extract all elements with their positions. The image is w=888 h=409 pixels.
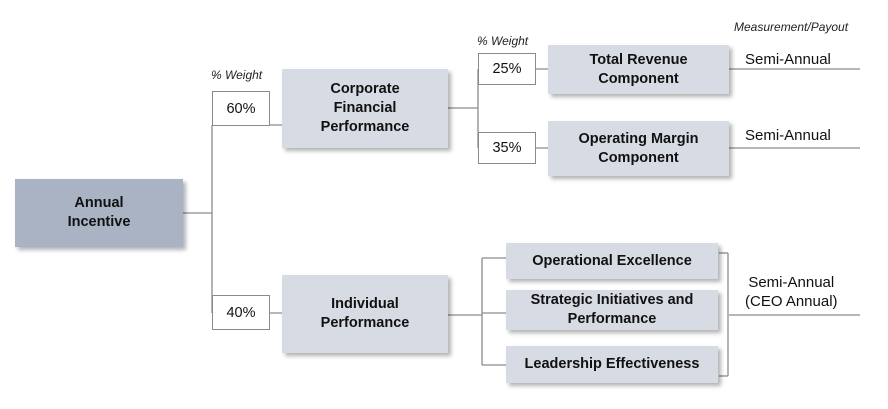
weight-individual: 40% (212, 295, 270, 330)
leadership-effectiveness-node: Leadership Effectiveness (506, 346, 718, 383)
total-revenue-node: Total Revenue Component (548, 45, 729, 94)
weight-header-left: % Weight (211, 68, 263, 82)
payout-total-revenue: Semi-Annual (745, 51, 831, 68)
strategic-initiatives-node: Strategic Initiatives and Performance (506, 290, 718, 330)
weight-operating-margin: 35% (478, 132, 536, 164)
weight-corporate: 60% (212, 91, 270, 126)
weight-header-right: % Weight (477, 34, 529, 48)
individual-performance-node: Individual Performance (282, 275, 448, 353)
measurement-payout-header: Measurement/Payout (734, 20, 849, 34)
payout-operating-margin: Semi-Annual (745, 127, 831, 144)
payout-individual: Semi-Annual (CEO Annual) (745, 274, 838, 310)
weight-total-revenue: 25% (478, 53, 536, 85)
operating-margin-node: Operating Margin Component (548, 121, 729, 176)
corporate-financial-node: Corporate Financial Performance (282, 69, 448, 148)
operational-excellence-node: Operational Excellence (506, 243, 718, 279)
annual-incentive-node: Annual Incentive (15, 179, 183, 247)
